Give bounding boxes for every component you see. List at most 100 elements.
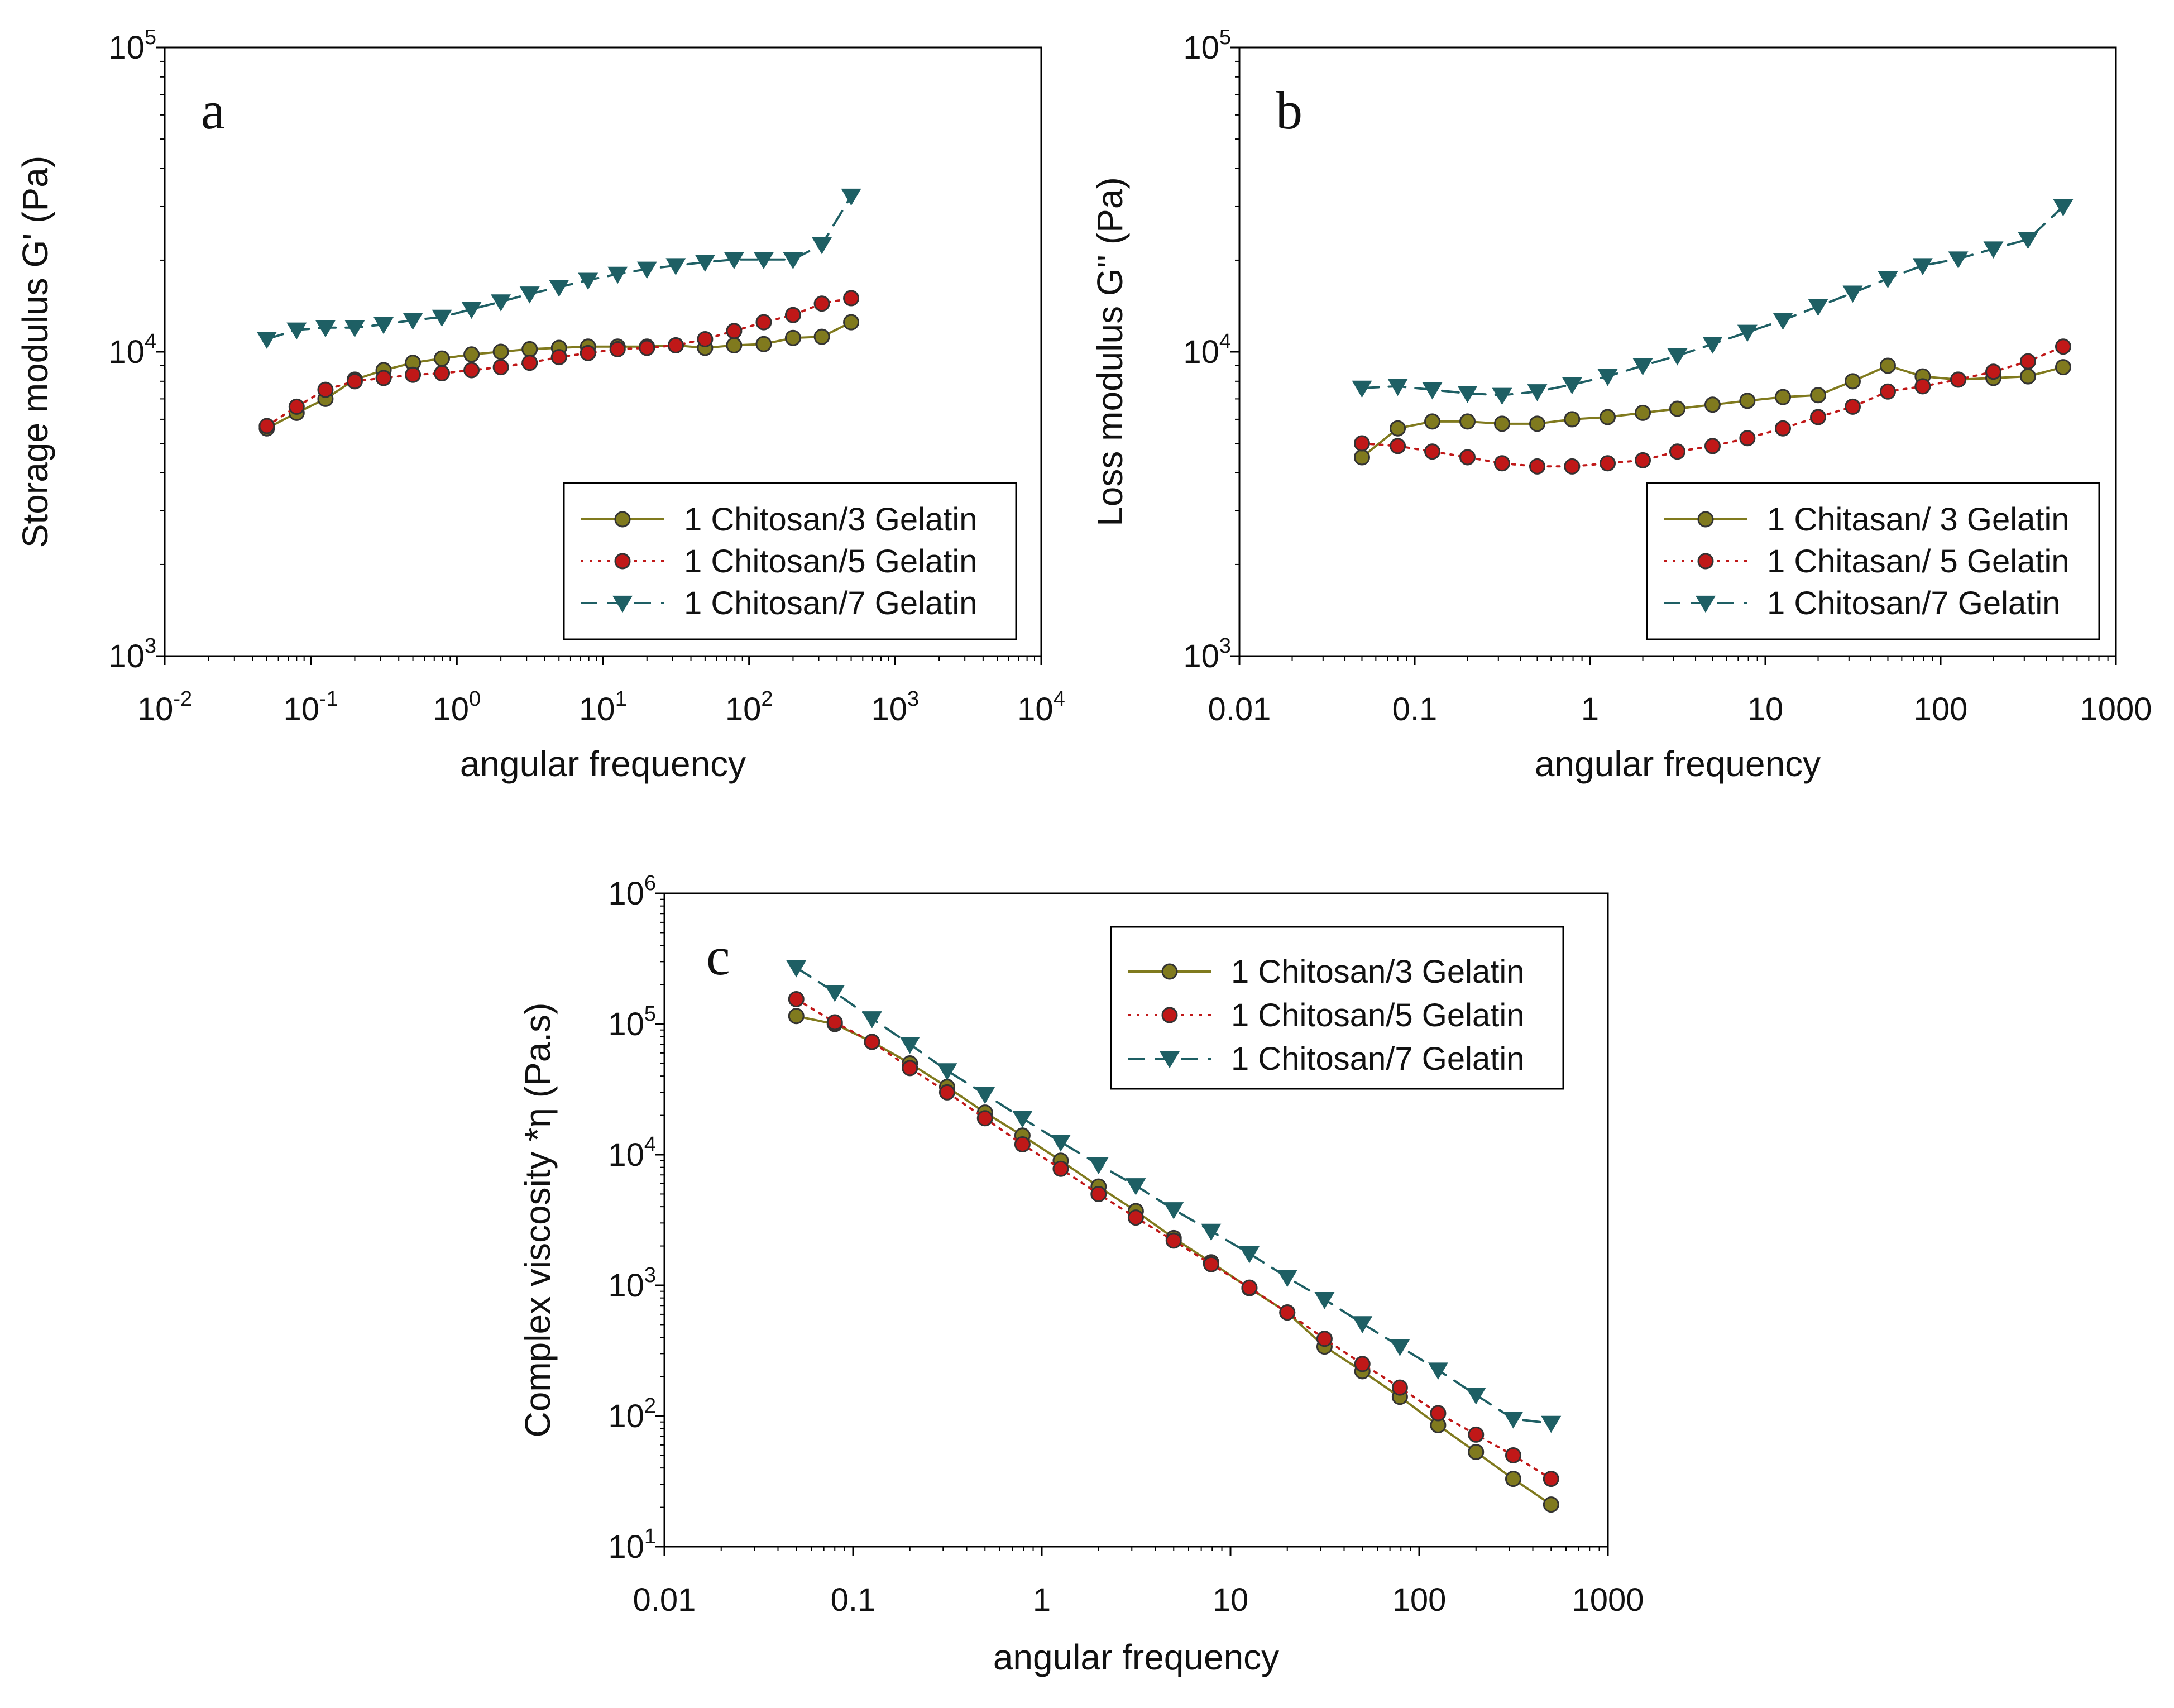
data-point	[1635, 404, 1651, 421]
data-point	[1088, 1157, 1109, 1175]
data-point	[1387, 379, 1408, 396]
data-point	[639, 339, 655, 356]
data-point	[753, 252, 774, 270]
data-point	[1424, 413, 1441, 430]
data-point	[636, 261, 657, 279]
data-point	[1503, 1412, 1524, 1429]
data-point	[1352, 380, 1372, 398]
data-point	[1014, 1136, 1031, 1152]
x-axis-label: angular frequency	[993, 1637, 1279, 1677]
data-point	[1912, 258, 1933, 276]
y-tick-label: 104	[108, 330, 156, 370]
data-point	[1541, 1415, 1562, 1433]
data-point	[665, 258, 686, 276]
data-point	[1163, 1202, 1184, 1219]
series-2	[1353, 338, 2071, 475]
data-point	[938, 1084, 955, 1101]
data-point	[1704, 438, 1721, 454]
data-point	[1704, 396, 1721, 413]
data-point	[902, 1060, 918, 1077]
legend-label: 1 Chitosan/7 Gelatin	[1767, 585, 2061, 621]
data-point	[492, 359, 509, 376]
data-point	[1390, 438, 1406, 454]
x-tick-label: 10	[1213, 1582, 1249, 1618]
data-point	[1353, 449, 1370, 466]
data-point	[521, 355, 538, 371]
data-point	[724, 252, 744, 270]
data-point	[609, 341, 626, 357]
data-point	[344, 320, 365, 338]
x-tick-label: 1	[1033, 1582, 1051, 1618]
legend: 1 Chitosan/3 Gelatin 1 Chitosan/5 Gelatin…	[563, 482, 1017, 640]
series-2	[258, 290, 860, 434]
data-point	[1600, 409, 1616, 425]
data-point	[1950, 371, 1967, 388]
data-point	[1505, 1471, 1521, 1487]
legend-box	[1646, 482, 2100, 640]
data-point	[1468, 1444, 1485, 1461]
data-point	[841, 188, 861, 206]
x-tick-label: 1000	[1572, 1582, 1644, 1618]
data-point	[1632, 358, 1653, 376]
data-point	[1390, 1339, 1410, 1357]
data-point	[550, 349, 567, 366]
data-point	[346, 373, 363, 390]
data-point	[1529, 415, 1545, 432]
legend-marker	[1697, 511, 1714, 528]
data-point	[491, 294, 511, 312]
legend-marker	[1696, 595, 1716, 613]
data-point	[975, 1087, 995, 1104]
x-tick-label: 0.1	[831, 1582, 876, 1618]
data-point	[784, 329, 801, 346]
data-point	[726, 337, 743, 353]
legend-label: 1 Chitosan/7 Gelatin	[1231, 1041, 1525, 1077]
data-point	[1808, 299, 1828, 317]
y-tick-label: 103	[608, 1264, 656, 1304]
y-tick-label: 106	[608, 872, 656, 912]
data-point	[1775, 420, 1792, 437]
data-point	[2018, 232, 2038, 250]
data-point	[861, 1011, 882, 1028]
data-point	[1775, 389, 1792, 405]
x-tick-label: 0.01	[633, 1582, 696, 1618]
legend: 1 Chitosan/3 Gelatin 1 Chitosan/5 Gelatin…	[1110, 926, 1564, 1090]
data-point	[695, 255, 715, 272]
data-point	[1050, 1135, 1071, 1152]
data-point	[463, 346, 480, 363]
x-tick-label: 10-2	[137, 687, 192, 728]
data-point	[788, 1008, 805, 1025]
x-tick-label: 101	[579, 687, 627, 728]
x-tick-label: 104	[1017, 687, 1065, 728]
x-tick-label: 102	[725, 687, 773, 728]
data-point	[1314, 1292, 1335, 1309]
data-point	[1562, 377, 1582, 395]
data-point	[1564, 458, 1581, 475]
y-tick-label: 103	[108, 634, 156, 674]
x-axis-label: angular frequency	[1535, 744, 1821, 784]
data-point	[813, 328, 830, 345]
data-point	[1842, 285, 1863, 303]
data-point	[1279, 1304, 1296, 1321]
x-tick-label: 100	[433, 687, 481, 728]
data-point	[2055, 359, 2071, 376]
legend-label: 1 Chitosan/5 Gelatin	[684, 543, 978, 580]
data-point	[786, 960, 807, 978]
data-point	[1600, 455, 1616, 472]
data-point	[1810, 409, 1827, 425]
data-point	[1390, 420, 1406, 437]
panel-label: b	[1276, 80, 1303, 140]
y-tick-label: 102	[608, 1394, 656, 1434]
x-axis-label: angular frequency	[460, 744, 746, 784]
data-point	[1165, 1232, 1182, 1249]
data-point	[375, 370, 392, 386]
legend-box	[563, 482, 1017, 640]
y-tick-label: 101	[608, 1525, 656, 1565]
data-point	[492, 343, 509, 360]
legend-marker	[1161, 963, 1178, 980]
data-point	[667, 337, 684, 353]
data-point	[405, 366, 422, 383]
x-tick-label: 0.1	[1392, 691, 1438, 728]
data-point	[1277, 1270, 1297, 1288]
data-point	[1391, 1379, 1408, 1396]
chart-panel-c: 0.01 0.1 1 10 100 1000 101 102 103 104 105 106 angul…	[518, 872, 1644, 1677]
